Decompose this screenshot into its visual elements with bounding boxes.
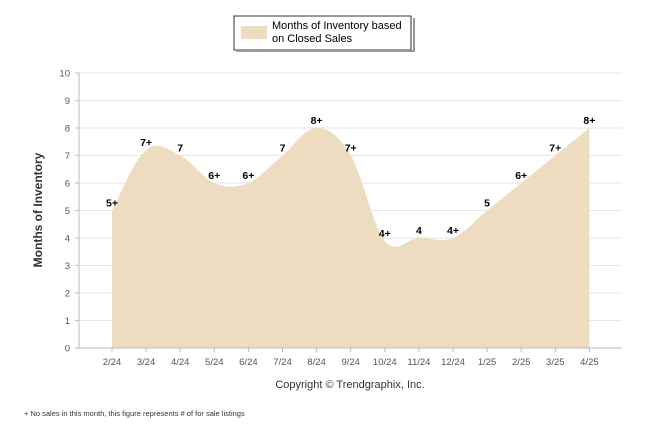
y-tick-label: 9 (65, 96, 70, 107)
data-label: 4+ (447, 225, 459, 237)
y-axis-title: Months of Inventory (31, 152, 45, 267)
legend-shadow-right (413, 18, 415, 52)
data-label: 8+ (583, 115, 595, 127)
legend: Months of Inventory based on Closed Sale… (233, 15, 415, 52)
data-label: 6+ (515, 170, 527, 182)
data-label: 4+ (379, 228, 391, 240)
x-tick-label: 11/24 (407, 357, 430, 368)
data-label: 7+ (345, 143, 357, 155)
data-label: 7+ (140, 137, 152, 149)
x-tick-label: 2/24 (103, 357, 122, 368)
x-tick-labels: 2/24 3/24 4/24 5/24 6/24 7/24 8/24 9/24 10/24 11/… (103, 357, 599, 368)
data-label: 8+ (311, 115, 323, 127)
y-tick-label: 6 (65, 179, 70, 190)
y-tick-label: 0 (65, 344, 70, 355)
data-label: 5+ (106, 198, 118, 210)
y-tick-label: 5 (65, 206, 70, 217)
x-tick-label: 10/24 (373, 357, 397, 368)
x-tick-label: 4/25 (580, 357, 599, 368)
x-tick-label: 6/24 (239, 357, 258, 368)
data-label: 4 (416, 225, 422, 237)
x-tick-label: 4/24 (171, 357, 190, 368)
footnote-text: + No sales in this month, this figure re… (24, 409, 245, 418)
area-series (112, 128, 590, 348)
x-tick-label: 12/24 (441, 357, 465, 368)
x-tick-label: 2/25 (512, 357, 531, 368)
y-tick-label: 7 (65, 151, 70, 162)
data-label: 7+ (549, 143, 561, 155)
legend-text-line1: Months of Inventory based (272, 20, 402, 32)
legend-shadow-bottom (236, 50, 415, 52)
x-tick-label: 5/24 (205, 357, 224, 368)
axes (78, 73, 622, 352)
data-label: 5 (484, 198, 490, 210)
x-tick-label: 8/24 (307, 357, 326, 368)
x-tick-label: 1/25 (478, 357, 497, 368)
y-tick-label: 8 (65, 124, 70, 135)
x-tick-label: 3/24 (137, 357, 156, 368)
y-tick-label: 10 (59, 69, 70, 80)
y-tick-label: 1 (65, 316, 70, 327)
data-label: 6+ (208, 170, 220, 182)
x-tick-label: 3/25 (546, 357, 565, 368)
data-label: 6+ (242, 170, 254, 182)
legend-swatch (241, 26, 267, 39)
legend-text-line2: on Closed Sales (272, 33, 353, 45)
x-tick-label: 9/24 (341, 357, 360, 368)
copyright-text: Copyright © Trendgraphix, Inc. (275, 379, 424, 391)
data-label: 7 (280, 143, 286, 155)
y-tick-label: 4 (65, 234, 70, 245)
x-tick-label: 7/24 (273, 357, 292, 368)
y-tick-label: 3 (65, 261, 70, 272)
y-tick-labels: 0 1 2 3 4 5 6 7 8 9 10 (59, 69, 70, 355)
y-tick-label: 2 (65, 289, 70, 300)
data-labels: 5+ 7+ 7 6+ 6+ 7 8+ 7+ 4+ 4 4+ 5 6+ 7+ 8+ (106, 115, 595, 240)
data-label: 7 (177, 143, 183, 155)
